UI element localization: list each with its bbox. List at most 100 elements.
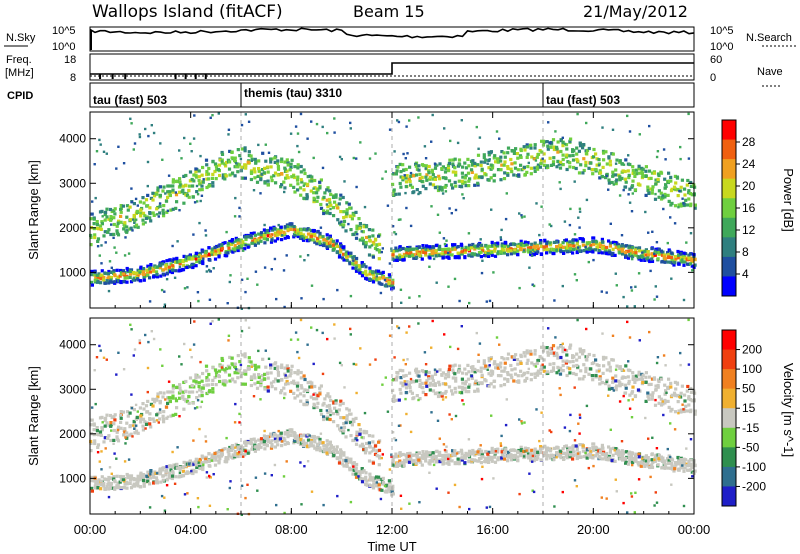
- power-cell: [360, 274, 365, 278]
- power-cell: [552, 147, 556, 152]
- velocity-cell: [519, 353, 523, 357]
- velocity-cell: [529, 456, 533, 460]
- velocity-cell: [116, 437, 120, 441]
- velocity-cell: [282, 436, 286, 440]
- power-cell: [257, 169, 261, 173]
- power-cell: [536, 163, 540, 167]
- velocity-cell: [214, 383, 218, 387]
- power-cell: [243, 146, 247, 150]
- power-cell: [496, 241, 500, 245]
- power-cell: [438, 187, 442, 191]
- velocity-cell: [433, 392, 437, 396]
- velocity-cell: [539, 367, 543, 372]
- power-cell: [257, 238, 261, 242]
- velocity-cell: [487, 384, 491, 388]
- power-cell: [228, 160, 232, 164]
- power-cell: [178, 190, 182, 194]
- velocity-cell: [227, 454, 231, 458]
- power-cell: [474, 244, 478, 248]
- power-cell: [608, 241, 613, 245]
- power-cell: [253, 237, 257, 241]
- power-cell: [424, 175, 428, 179]
- velocity-cell: [181, 469, 186, 473]
- power-cell: [656, 179, 660, 183]
- velocity-cell: [331, 449, 335, 453]
- velocity-cell: [296, 394, 300, 398]
- power-cell: [170, 270, 174, 275]
- power-cell: [630, 184, 635, 188]
- power-cell: [438, 185, 442, 189]
- velocity-cell: [503, 361, 507, 365]
- power-cell: [565, 153, 569, 157]
- power-cell: [144, 127, 147, 131]
- power-cell: [154, 274, 158, 278]
- velocity-cell: [97, 481, 101, 485]
- velocity-cell: [200, 390, 204, 394]
- velocity-cell: [337, 461, 342, 465]
- velocity-cell: [122, 485, 126, 490]
- power-cell: [400, 301, 403, 304]
- power-cell: [487, 178, 491, 182]
- power-cell: [342, 216, 346, 220]
- velocity-cell: [121, 475, 125, 479]
- power-cell: [463, 255, 467, 259]
- velocity-cell: [454, 376, 458, 380]
- power-cell: [152, 213, 156, 217]
- power-cell: [347, 202, 351, 206]
- velocity-cell: [377, 483, 381, 487]
- velocity-cell: [473, 458, 477, 462]
- power-cell: [638, 133, 641, 136]
- velocity-cell: [93, 441, 97, 446]
- power-cell: [322, 209, 326, 213]
- power-cell: [422, 164, 426, 168]
- power-cell: [461, 165, 465, 169]
- power-cell: [279, 185, 283, 189]
- power-cell: [672, 185, 677, 189]
- power-cell: [677, 206, 680, 209]
- velocity-cell: [342, 451, 346, 455]
- velocity-cell: [504, 449, 508, 453]
- power-cell: [272, 174, 276, 178]
- velocity-cell: [112, 428, 116, 433]
- velocity-cell: [236, 452, 240, 456]
- velocity-cell: [533, 349, 537, 353]
- power-cell: [325, 233, 329, 237]
- velocity-cell: [302, 402, 306, 406]
- velocity-cell: [545, 457, 549, 461]
- velocity-cell: [571, 444, 575, 448]
- velocity-cell: [334, 401, 338, 405]
- power-cell: [204, 249, 208, 253]
- velocity-cell: [670, 467, 674, 471]
- power-cell: [223, 253, 227, 258]
- power-cell: [97, 272, 101, 276]
- velocity-cell: [394, 398, 398, 402]
- power-cell: [89, 243, 93, 247]
- power-cell: [312, 156, 315, 160]
- velocity-cell: [600, 452, 604, 456]
- velocity-cell: [591, 445, 595, 450]
- power-cell: [662, 253, 667, 257]
- velocity-cell: [233, 380, 237, 384]
- power-cell: [441, 247, 445, 252]
- power-cell: [463, 161, 467, 165]
- power-cell: [601, 149, 606, 153]
- velocity-cell: [456, 451, 460, 455]
- velocity-cell: [407, 454, 411, 458]
- velocity-cell: [496, 447, 500, 451]
- velocity-cell: [544, 450, 549, 454]
- velocity-cell: [647, 459, 651, 463]
- power-cell: [191, 265, 195, 269]
- power-cell: [285, 158, 289, 162]
- power-cell: [99, 281, 103, 285]
- power-cell: [626, 114, 629, 118]
- power-cell: [522, 165, 526, 169]
- velocity-cell: [266, 385, 270, 389]
- velocity-cell: [418, 397, 422, 401]
- power-cell: [171, 184, 175, 188]
- power-cell: [328, 201, 332, 205]
- power-cell: [636, 182, 641, 186]
- velocity-cell: [571, 447, 575, 451]
- velocity-cell: [496, 458, 500, 462]
- power-cell: [463, 176, 467, 180]
- velocity-cell: [286, 433, 290, 437]
